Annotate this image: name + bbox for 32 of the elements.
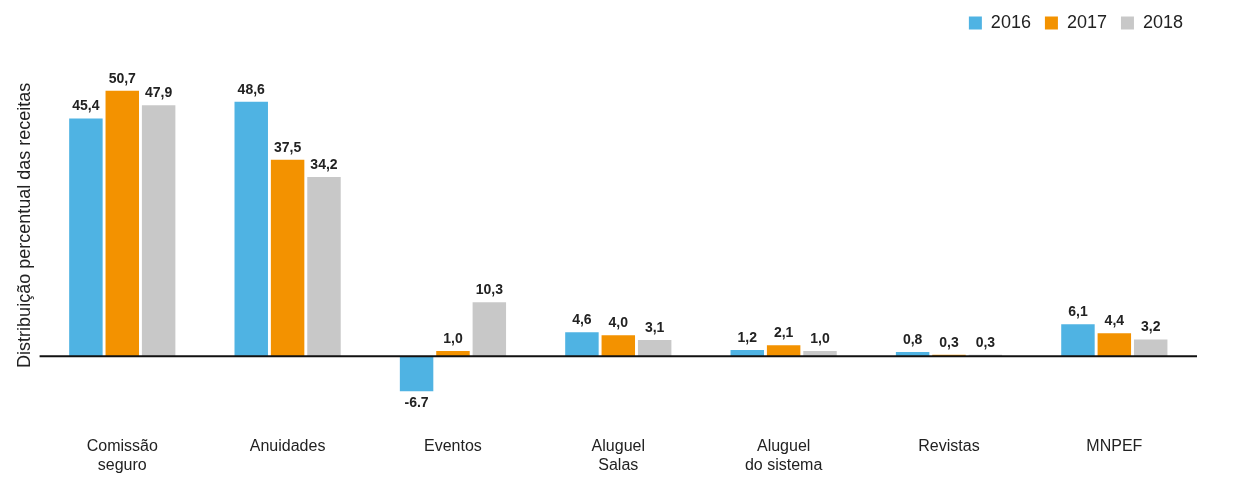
data-label: 34,2 <box>310 155 338 172</box>
data-label: 4,6 <box>572 311 592 327</box>
data-label: 1,0 <box>443 329 463 346</box>
data-label: 48,6 <box>237 80 266 97</box>
data-label: 3,1 <box>644 318 665 335</box>
data-label: 6,1 <box>1068 303 1088 320</box>
x-tick-label: Revistas <box>918 436 980 454</box>
data-label: 0,8 <box>902 330 923 347</box>
data-label: 47,9 <box>145 84 173 101</box>
x-tick-label: MNPEF <box>1086 436 1143 454</box>
x-tick-label: Anuidades <box>249 436 326 454</box>
data-label: 45,4 <box>72 97 100 114</box>
x-tick-label: Eventos <box>424 436 482 454</box>
data-label: 3,2 <box>1140 318 1161 335</box>
x-tick-label: Aluguel Salas <box>591 436 645 473</box>
data-label: 37,5 <box>273 138 302 155</box>
data-label: 0,3 <box>939 333 959 350</box>
data-label: 10,3 <box>475 281 504 298</box>
data-label: 2,1 <box>773 324 794 341</box>
data-label: 4,4 <box>1104 312 1125 329</box>
data-label: 4,0 <box>608 314 629 331</box>
data-label: 0,3 <box>975 333 996 350</box>
y-axis-title: Distribuição percentual das receitas <box>13 82 34 368</box>
legend-label: 2017 <box>1066 11 1107 32</box>
data-label: 1,0 <box>810 329 830 346</box>
legend-label: 2016 <box>990 11 1031 32</box>
data-label: 50,7 <box>108 69 137 86</box>
data-label: -6.7 <box>404 394 429 411</box>
x-tick-label: Comissão seguro <box>86 436 158 473</box>
legend-label: 2018 <box>1142 11 1183 32</box>
x-tick-label: Aluguel do sistema <box>744 436 823 473</box>
data-label: 1,2 <box>737 328 758 345</box>
